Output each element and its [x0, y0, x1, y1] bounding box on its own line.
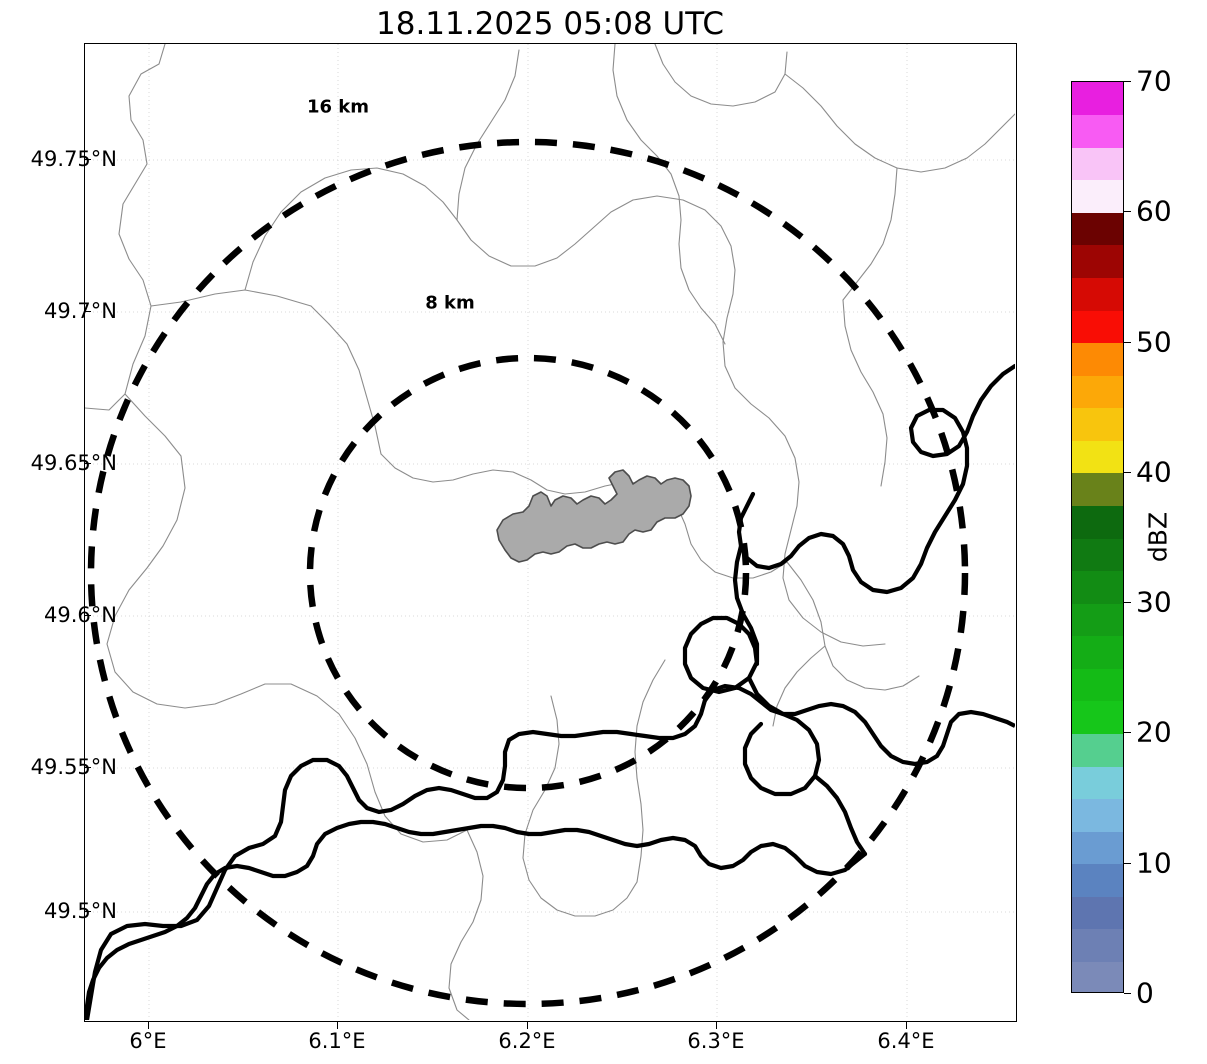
colorbar-band	[1072, 375, 1123, 409]
lon-tick-mark	[527, 1022, 528, 1029]
colorbar-band	[1072, 603, 1123, 637]
colorbar-band	[1072, 635, 1123, 669]
lon-tick-mark	[716, 1022, 717, 1029]
colorbar-band	[1072, 766, 1123, 800]
lat-tick-mark	[84, 159, 91, 160]
colorbar-tick-label: 0	[1136, 976, 1154, 1010]
city-polygon	[496, 469, 692, 563]
district-boundaries	[85, 44, 1015, 1020]
colorbar-band	[1072, 147, 1123, 181]
colorbar-band	[1072, 896, 1123, 930]
colorbar-tick-label: 50	[1136, 325, 1172, 359]
lat-tick-mark	[84, 463, 91, 464]
lon-tick-mark	[906, 1022, 907, 1029]
colorbar-tick-label: 10	[1136, 846, 1172, 880]
colorbar-band	[1072, 961, 1123, 992]
colorbar-band	[1072, 928, 1123, 962]
colorbar-tick-mark	[1124, 341, 1131, 343]
colorbar-gradient	[1071, 81, 1124, 993]
figure-title: 18.11.2025 05:08 UTC	[376, 6, 724, 42]
lon-tick-mark	[148, 1022, 149, 1029]
lat-tick-label: 49.7°N	[44, 299, 117, 323]
lat-tick-label: 49.5°N	[44, 899, 117, 923]
colorbar-band	[1072, 179, 1123, 213]
colorbar[interactable]	[1071, 81, 1124, 993]
range-ring-16km	[87, 138, 969, 1008]
colorbar-tick-mark	[1124, 81, 1131, 82]
colorbar-tick-label: 20	[1136, 715, 1172, 749]
lon-tick-label: 6.1°E	[308, 1029, 366, 1053]
lat-tick-mark	[84, 767, 91, 768]
lat-tick-label: 49.55°N	[30, 755, 117, 779]
colorbar-band	[1072, 407, 1123, 441]
colorbar-tick-mark	[1124, 602, 1131, 604]
colorbar-band	[1072, 310, 1123, 344]
colorbar-band	[1072, 505, 1123, 539]
map-plot-area[interactable]	[84, 43, 1017, 1022]
range-rings	[87, 138, 969, 1008]
colorbar-band	[1072, 440, 1123, 474]
lon-tick-label: 6.3°E	[687, 1029, 745, 1053]
map-canvas	[85, 44, 1015, 1020]
lon-tick-label: 6.2°E	[498, 1029, 556, 1053]
colorbar-band	[1072, 831, 1123, 865]
colorbar-band	[1072, 244, 1123, 278]
range-ring-8km	[306, 354, 750, 792]
colorbar-band	[1072, 700, 1123, 734]
lat-tick-label: 49.65°N	[30, 451, 117, 475]
lat-tick-mark	[84, 311, 91, 312]
lat-tick-label: 49.75°N	[30, 147, 117, 171]
colorbar-band	[1072, 212, 1123, 246]
colorbar-tick-mark	[1124, 732, 1131, 734]
colorbar-band	[1072, 277, 1123, 311]
colorbar-band	[1072, 570, 1123, 604]
colorbar-band	[1072, 114, 1123, 148]
colorbar-axis-label: dBZ	[1143, 511, 1173, 563]
colorbar-tick-mark	[1124, 862, 1131, 864]
colorbar-band	[1072, 798, 1123, 832]
colorbar-tick-mark	[1124, 471, 1131, 473]
colorbar-tick-mark	[1124, 211, 1131, 213]
country-boundary-south	[85, 683, 1015, 1020]
range-ring-label-16km: 16 km	[306, 96, 370, 118]
colorbar-tick-label: 30	[1136, 585, 1172, 619]
range-ring-label-8km: 8 km	[425, 292, 475, 314]
lat-tick-mark	[84, 615, 91, 616]
colorbar-band	[1072, 863, 1123, 897]
colorbar-band	[1072, 538, 1123, 572]
colorbar-band	[1072, 82, 1123, 116]
lon-tick-label: 6.4°E	[877, 1029, 935, 1053]
colorbar-tick-label: 70	[1136, 64, 1172, 98]
colorbar-band	[1072, 342, 1123, 376]
colorbar-tick-label: 40	[1136, 455, 1172, 489]
colorbar-band	[1072, 668, 1123, 702]
lon-tick-label: 6°E	[129, 1029, 167, 1053]
lat-tick-mark	[84, 911, 91, 912]
colorbar-band	[1072, 733, 1123, 767]
colorbar-tick-mark	[1124, 993, 1131, 994]
lat-tick-label: 49.6°N	[44, 603, 117, 627]
colorbar-tick-label: 60	[1136, 194, 1172, 228]
colorbar-band	[1072, 472, 1123, 506]
lon-tick-mark	[337, 1022, 338, 1029]
